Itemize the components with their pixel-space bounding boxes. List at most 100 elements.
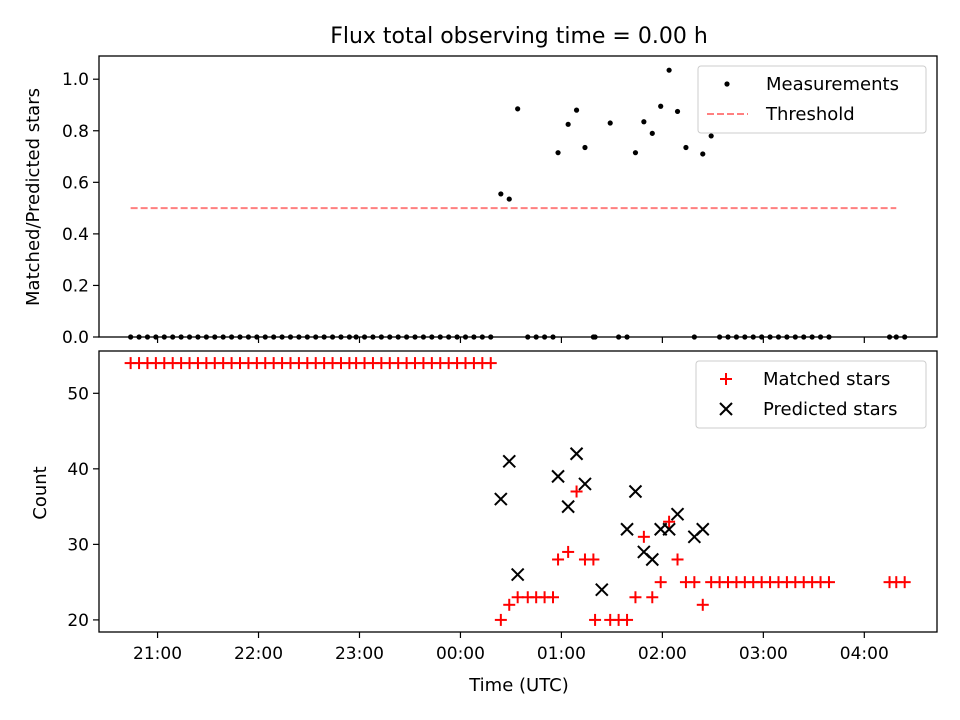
- measurement-point: [128, 334, 134, 340]
- measurement-point: [412, 334, 418, 340]
- legend-measurements-marker: [724, 81, 730, 87]
- measurement-point: [161, 334, 167, 340]
- measurement-point: [700, 151, 706, 157]
- bottom-xlabel: Time (UTC): [468, 675, 569, 696]
- measurement-point: [462, 334, 469, 340]
- measurement-point: [271, 334, 277, 340]
- matched-star-point: [511, 591, 524, 604]
- measurement-point: [573, 107, 580, 113]
- legend-predicted-label: Predicted stars: [763, 399, 897, 420]
- measurement-point: [313, 334, 319, 340]
- measurement-point: [387, 334, 393, 340]
- x-tick-label: 04:00: [840, 644, 889, 664]
- predicted-star-point: [551, 469, 565, 484]
- measurement-point: [826, 334, 832, 340]
- measurement-point: [338, 334, 344, 340]
- matched-star-point: [671, 553, 684, 566]
- measurement-point: [902, 334, 908, 340]
- measurement-point: [550, 334, 556, 340]
- y-tick-label: 1.0: [62, 70, 89, 90]
- legend-threshold-label: Threshold: [765, 104, 855, 125]
- matched-star-point: [503, 598, 516, 611]
- measurement-point: [767, 334, 773, 340]
- measurement-point: [178, 334, 184, 340]
- x-tick-label: 22:00: [234, 644, 283, 664]
- measurement-point: [624, 334, 630, 340]
- matched-star-point: [663, 515, 676, 528]
- measurement-point: [809, 334, 815, 340]
- measurement-point: [245, 334, 252, 340]
- measurement-point: [237, 334, 243, 340]
- y-tick-label: 30: [67, 535, 89, 555]
- matched-star-point: [898, 576, 911, 589]
- measurement-point: [287, 334, 294, 340]
- measurement-point: [607, 120, 613, 126]
- measurement-point: [254, 334, 260, 340]
- measurement-point: [479, 334, 485, 340]
- legend-measurements-label: Measurements: [766, 74, 899, 95]
- matched-star-point: [646, 591, 659, 604]
- measurement-point: [886, 334, 893, 340]
- matched-star-point: [822, 576, 835, 589]
- measurement-point: [228, 334, 235, 340]
- measurement-point: [742, 334, 748, 340]
- predicted-star-point: [696, 522, 710, 536]
- bottom-panel: 20 30 40 50 21:00 22:00 23:00 00:00 01:00 02:00 03…: [67, 350, 938, 664]
- matched-star-point: [494, 613, 507, 626]
- matched-star-point: [621, 613, 634, 626]
- top-ylabel: Matched/Predicted stars: [23, 88, 44, 306]
- predicted-star-point: [670, 507, 685, 521]
- predicted-star-point: [502, 454, 516, 468]
- matched-star-point: [629, 591, 642, 604]
- matched-star-point: [637, 530, 650, 543]
- measurement-point: [170, 334, 176, 340]
- measurement-point: [471, 334, 477, 340]
- x-tick-label: 21:00: [133, 644, 182, 664]
- measurement-point: [893, 334, 899, 340]
- measurement-point: [498, 191, 504, 197]
- measurement-point: [446, 334, 452, 340]
- predicted-star-point: [645, 552, 659, 567]
- y-tick-label: 0.8: [62, 122, 89, 142]
- measurement-point: [262, 334, 268, 340]
- measurement-point: [329, 334, 336, 340]
- bottom-legend-frame: [695, 360, 927, 429]
- measurement-point: [454, 334, 460, 340]
- measurement-point: [541, 334, 548, 340]
- measurement-point: [279, 334, 285, 340]
- measurement-point: [525, 334, 531, 340]
- plot-frame: [98, 55, 938, 338]
- matched-star-point: [688, 576, 701, 589]
- matched-star-point: [552, 553, 565, 566]
- predicted-star-point: [595, 582, 609, 597]
- top-panel: 0.0 0.2 0.4 0.6 0.8 1.0: [62, 55, 938, 348]
- predicted-star-point: [569, 447, 584, 461]
- x-tick-label: 00:00: [436, 644, 485, 664]
- bottom-ylabel: Count: [30, 466, 51, 519]
- measurement-point: [582, 144, 588, 151]
- x-tick-label: 23:00: [335, 644, 384, 664]
- legend-matched-marker: [720, 373, 732, 385]
- measurement-point: [775, 334, 782, 340]
- measurement-point: [716, 334, 723, 340]
- measurement-point: [144, 334, 151, 340]
- measurement-point: [488, 334, 494, 340]
- measurement-point: [136, 334, 142, 340]
- measurement-point: [641, 119, 647, 125]
- measurement-point: [632, 150, 639, 156]
- measurement-point: [321, 334, 327, 340]
- measurement-point: [370, 334, 376, 340]
- predicted-star-point: [510, 567, 525, 582]
- measurement-point: [759, 334, 765, 340]
- measurement-point: [616, 334, 622, 340]
- matched-star-point: [570, 485, 583, 498]
- matched-star-point: [562, 545, 575, 558]
- measurement-point: [506, 196, 512, 202]
- measurement-point: [733, 334, 740, 340]
- y-tick-label: 40: [67, 460, 89, 480]
- measurement-point: [437, 334, 443, 340]
- legend-predicted-marker: [719, 402, 733, 416]
- predicted-star-point: [561, 499, 575, 514]
- measurement-point: [817, 334, 824, 340]
